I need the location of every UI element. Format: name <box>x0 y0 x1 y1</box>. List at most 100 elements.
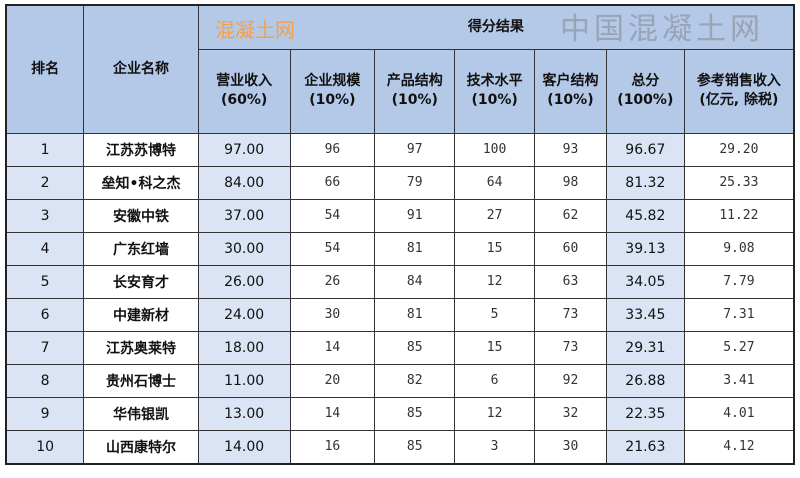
cell-technology: 64 <box>454 165 536 200</box>
header-total-score: 总分 (100%) <box>605 48 685 134</box>
header-weight: (10%) <box>471 92 518 108</box>
cell-customer-structure: 73 <box>534 330 607 365</box>
cell-rank: 9 <box>5 396 85 431</box>
cell-scale: 26 <box>289 264 376 299</box>
cell-company-name: 广东红墙 <box>83 231 199 266</box>
cell-customer-structure: 32 <box>534 396 607 431</box>
cell-customer-structure: 60 <box>534 231 607 266</box>
header-weight: (10%) <box>547 92 594 108</box>
cell-reference-sales: 29.20 <box>683 132 795 167</box>
cell-reference-sales: 25.33 <box>683 165 795 200</box>
cell-company-name: 贵州石博士 <box>83 363 199 398</box>
header-weight: (10%) <box>309 92 356 108</box>
cell-customer-structure: 98 <box>534 165 607 200</box>
header-company-name: 企业名称 <box>83 4 199 134</box>
cell-product-structure: 85 <box>374 330 456 365</box>
cell-total-score: 21.63 <box>605 429 685 464</box>
cell-scale: 16 <box>289 429 376 464</box>
cell-revenue: 30.00 <box>197 231 291 266</box>
cell-rank: 10 <box>5 429 85 464</box>
header-label: 客户结构 <box>542 73 599 89</box>
table-row: 6 中建新材 24.00 30 81 5 73 33.45 7.31 <box>5 297 795 332</box>
cell-rank: 8 <box>5 363 85 398</box>
cell-reference-sales: 11.22 <box>683 198 795 233</box>
cell-rank: 5 <box>5 264 85 299</box>
table-row: 4 广东红墙 30.00 54 81 15 60 39.13 9.08 <box>5 231 795 266</box>
header-label: 总分 <box>631 73 660 89</box>
cell-customer-structure: 93 <box>534 132 607 167</box>
header-weight: (10%) <box>391 92 438 108</box>
cell-technology: 15 <box>454 330 536 365</box>
header-score-results: 得分结果 <box>197 4 795 50</box>
cell-reference-sales: 9.08 <box>683 231 795 266</box>
cell-reference-sales: 5.27 <box>683 330 795 365</box>
cell-customer-structure: 73 <box>534 297 607 332</box>
cell-company-name: 长安育才 <box>83 264 199 299</box>
cell-revenue: 14.00 <box>197 429 291 464</box>
cell-total-score: 39.13 <box>605 231 685 266</box>
header-label: 技术水平 <box>466 73 523 89</box>
cell-total-score: 22.35 <box>605 396 685 431</box>
cell-scale: 54 <box>289 198 376 233</box>
cell-total-score: 33.45 <box>605 297 685 332</box>
cell-total-score: 34.05 <box>605 264 685 299</box>
cell-revenue: 24.00 <box>197 297 291 332</box>
cell-customer-structure: 30 <box>534 429 607 464</box>
cell-product-structure: 81 <box>374 231 456 266</box>
header-revenue: 营业收入 (60%) <box>197 48 291 134</box>
cell-total-score: 96.67 <box>605 132 685 167</box>
cell-technology: 5 <box>454 297 536 332</box>
cell-total-score: 29.31 <box>605 330 685 365</box>
header-weight: (60%) <box>220 92 268 108</box>
cell-rank: 2 <box>5 165 85 200</box>
cell-total-score: 81.32 <box>605 165 685 200</box>
cell-product-structure: 79 <box>374 165 456 200</box>
header-product-structure: 产品结构 (10%) <box>374 48 456 134</box>
cell-technology: 12 <box>454 264 536 299</box>
table-row: 9 华伟银凯 13.00 14 85 12 32 22.35 4.01 <box>5 396 795 431</box>
table-row: 3 安徽中铁 37.00 54 91 27 62 45.82 11.22 <box>5 198 795 233</box>
cell-technology: 27 <box>454 198 536 233</box>
cell-scale: 30 <box>289 297 376 332</box>
cell-product-structure: 91 <box>374 198 456 233</box>
cell-total-score: 26.88 <box>605 363 685 398</box>
cell-company-name: 华伟银凯 <box>83 396 199 431</box>
header-label: 产品结构 <box>386 73 443 89</box>
cell-rank: 7 <box>5 330 85 365</box>
cell-product-structure: 82 <box>374 363 456 398</box>
cell-customer-structure: 92 <box>534 363 607 398</box>
cell-reference-sales: 7.79 <box>683 264 795 299</box>
cell-rank: 3 <box>5 198 85 233</box>
table-row: 7 江苏奥莱特 18.00 14 85 15 73 29.31 5.27 <box>5 330 795 365</box>
cell-revenue: 26.00 <box>197 264 291 299</box>
header-label: 营业收入 <box>216 73 273 89</box>
cell-rank: 4 <box>5 231 85 266</box>
cell-technology: 12 <box>454 396 536 431</box>
cell-product-structure: 97 <box>374 132 456 167</box>
table-row: 8 贵州石博士 11.00 20 82 6 92 26.88 3.41 <box>5 363 795 398</box>
table-row: 2 垒知•科之杰 84.00 66 79 64 98 81.32 25.33 <box>5 165 795 200</box>
table-row: 5 长安育才 26.00 26 84 12 63 34.05 7.79 <box>5 264 795 299</box>
header-technology: 技术水平 (10%) <box>454 48 536 134</box>
header-label: 参考销售收入 <box>696 73 781 89</box>
table-row: 10 山西康特尔 14.00 16 85 3 30 21.63 4.12 <box>5 429 795 464</box>
cell-revenue: 13.00 <box>197 396 291 431</box>
cell-company-name: 山西康特尔 <box>83 429 199 464</box>
cell-scale: 14 <box>289 396 376 431</box>
cell-customer-structure: 63 <box>534 264 607 299</box>
table-row: 1 江苏苏博特 97.00 96 97 100 93 96.67 29.20 <box>5 132 795 167</box>
header-rank: 排名 <box>5 4 85 134</box>
ranking-table: 排名 企业名称 得分结果 营业收入 (60%) 企业规模 (10%) 产品结构 (10%)… <box>5 4 795 465</box>
cell-reference-sales: 7.31 <box>683 297 795 332</box>
cell-company-name: 江苏苏博特 <box>83 132 199 167</box>
cell-rank: 6 <box>5 297 85 332</box>
cell-product-structure: 84 <box>374 264 456 299</box>
cell-scale: 20 <box>289 363 376 398</box>
cell-revenue: 37.00 <box>197 198 291 233</box>
cell-revenue: 84.00 <box>197 165 291 200</box>
cell-scale: 96 <box>289 132 376 167</box>
header-weight: (亿元, 除税) <box>699 92 779 108</box>
cell-scale: 54 <box>289 231 376 266</box>
cell-product-structure: 81 <box>374 297 456 332</box>
cell-product-structure: 85 <box>374 396 456 431</box>
